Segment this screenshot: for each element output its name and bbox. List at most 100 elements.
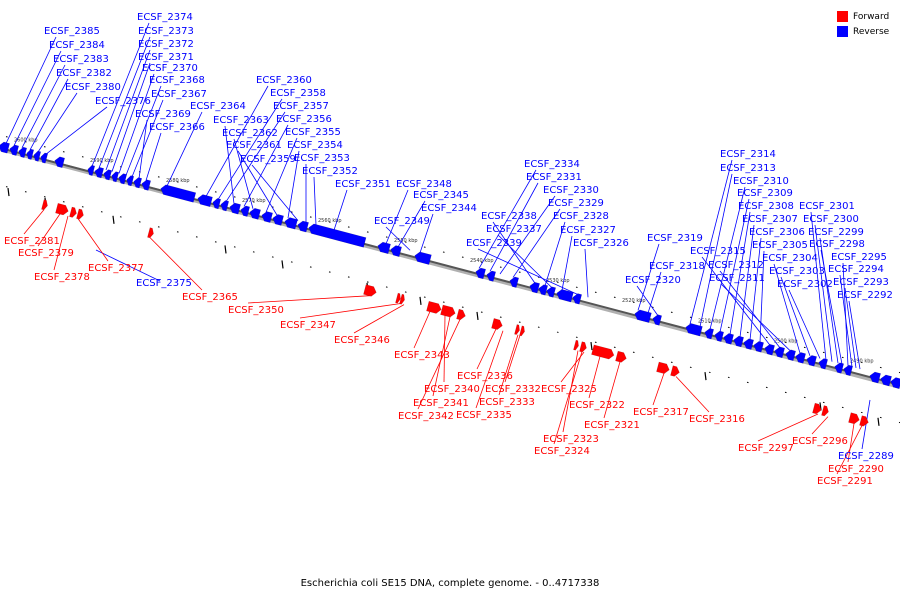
gene-label: ECSF_2337	[486, 224, 542, 235]
gene-label: ECSF_2333	[479, 397, 535, 408]
leader-line	[844, 287, 857, 369]
leader-line	[811, 416, 829, 435]
forward-gene	[55, 203, 69, 216]
reverse-gene	[806, 355, 818, 367]
reverse-gene	[714, 330, 725, 343]
leader-line	[584, 248, 589, 298]
leader-line	[498, 334, 519, 396]
gene-label: ECSF_2326	[573, 238, 629, 249]
leader-line	[125, 85, 162, 176]
gene-label: ECSF_2348	[396, 179, 452, 190]
leader-line	[729, 211, 751, 335]
gene-label: ECSF_2325	[541, 384, 597, 395]
tick-label: 2580 kbp	[166, 178, 190, 184]
reverse-gene	[880, 374, 892, 387]
reverse-gene	[509, 276, 520, 288]
reverse-gene	[843, 364, 854, 377]
leader-line	[759, 250, 765, 343]
leader-line	[553, 351, 583, 445]
reverse-swatch	[837, 26, 848, 37]
gene-label: ECSF_2368	[149, 75, 205, 86]
forward-gene	[76, 208, 84, 220]
reverse-gene	[785, 349, 797, 362]
leader-line	[166, 111, 203, 187]
gene-label: ECSF_2352	[302, 166, 358, 177]
reverse-gene	[87, 164, 96, 177]
leader-line	[91, 22, 150, 167]
gene-label: ECSF_2373	[138, 26, 194, 37]
leader-line	[476, 328, 497, 370]
gene-label: ECSF_2372	[138, 39, 194, 50]
gene-label: ECSF_2304	[762, 253, 818, 264]
leader-line	[385, 226, 411, 251]
tick-label: 2560 kbp	[318, 218, 342, 224]
gene-label: ECSF_2294	[828, 264, 884, 275]
gene-label: ECSF_2302	[777, 279, 833, 290]
leader-line	[652, 373, 665, 406]
gene-label: ECSF_2343	[394, 350, 450, 361]
gene-label: ECSF_2338	[481, 211, 537, 222]
gene-label: ECSF_2306	[749, 227, 805, 238]
gene-label: ECSF_2382	[56, 68, 112, 79]
leader-line	[21, 64, 66, 148]
leader-line	[689, 159, 733, 325]
major-tick	[224, 245, 227, 254]
tick-label: 2540 kbp	[470, 258, 494, 264]
reverse-gene	[834, 362, 845, 374]
tick-label: 2500 kbp	[774, 338, 798, 344]
forward-gene	[41, 199, 48, 211]
reverse-gene	[94, 167, 105, 179]
gene-label: ECSF_2378	[34, 272, 90, 283]
reverse-gene	[685, 323, 703, 337]
reverse-gene	[377, 241, 391, 255]
gene-label: ECSF_2357	[273, 101, 329, 112]
tick-label: 2510 kbp	[698, 318, 722, 324]
gene-label: ECSF_2364	[190, 101, 246, 112]
leader-line	[37, 92, 78, 153]
gene-label: ECSF_2315	[690, 246, 746, 257]
gene-label: ECSF_2384	[49, 40, 105, 51]
forward-gene	[69, 206, 77, 218]
reverse-gene	[220, 200, 230, 212]
gene-label: ECSF_2289	[838, 451, 894, 462]
leader-line	[225, 111, 286, 202]
forward-gene	[579, 341, 587, 353]
reverse-gene	[54, 156, 66, 169]
leader-line	[847, 423, 855, 463]
gene-label: ECSF_2362	[222, 128, 278, 139]
reverse-gene	[103, 169, 113, 181]
gene-label: ECSF_2355	[285, 127, 341, 138]
leader-line	[475, 330, 504, 409]
forward-gene	[821, 405, 829, 417]
gene-label: ECSF_2385	[44, 26, 100, 37]
reverse-gene	[26, 148, 35, 160]
gene-label: ECSF_2290	[828, 464, 884, 475]
forward-gene	[615, 350, 627, 363]
gene-label: ECSF_2346	[334, 335, 390, 346]
legend: Forward Reverse	[837, 9, 889, 39]
reverse-gene	[18, 146, 28, 159]
gene-label: ECSF_2354	[287, 140, 343, 151]
leader-line	[719, 198, 750, 333]
gene-label: ECSF_2350	[228, 305, 284, 316]
leader-line	[95, 249, 161, 282]
leader-line	[37, 213, 61, 247]
gene-label: ECSF_2345	[413, 190, 469, 201]
gene-label: ECSF_2377	[88, 263, 144, 274]
reverse-gene	[795, 352, 807, 364]
gene-label: ECSF_2344	[421, 203, 477, 214]
leader-line	[603, 361, 621, 419]
leader-line	[29, 78, 69, 151]
gene-label: ECSF_2349	[374, 216, 430, 227]
reverse-gene	[869, 371, 881, 384]
legend-reverse: Reverse	[837, 24, 889, 39]
reverse-gene	[733, 335, 745, 348]
forward-gene	[514, 324, 520, 335]
leader-line	[588, 356, 601, 399]
leader-line	[251, 164, 299, 221]
gene-label: ECSF_2299	[808, 227, 864, 238]
reverse-gene	[240, 205, 251, 217]
reverse-gene	[126, 175, 135, 187]
major-tick	[419, 296, 422, 305]
major-tick	[112, 215, 115, 224]
